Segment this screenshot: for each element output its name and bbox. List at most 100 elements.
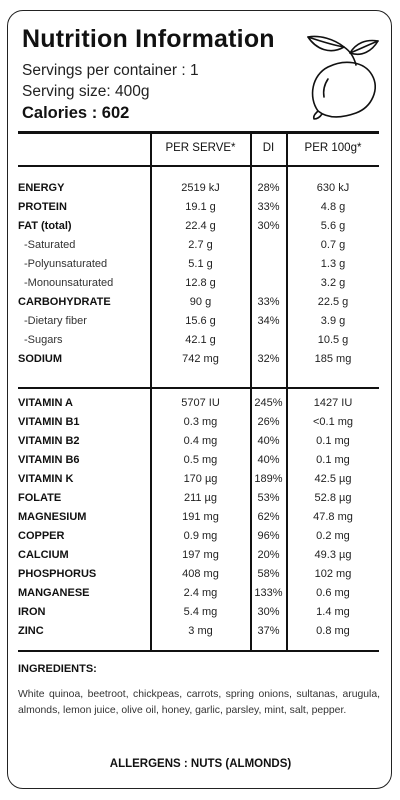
per-100g-value: 4.8 g: [320, 201, 346, 213]
table-row: VITAMIN B6 0.5 mg 40% 0.1 mg: [8, 451, 393, 469]
per-serve-value: 191 mg: [182, 511, 219, 523]
daily-intake-value: 40%: [257, 454, 280, 466]
nutrient-name: CARBOHYDRATE: [18, 296, 111, 308]
daily-intake-value: 33%: [257, 201, 280, 213]
nutrient-name: ZINC: [18, 625, 44, 637]
daily-intake-value: 28%: [257, 182, 280, 194]
per-100g-value: 0.6 mg: [316, 587, 350, 599]
table-row: VITAMIN A 5707 IU 245% 1427 IU: [8, 394, 393, 412]
per-serve-value: 2.4 mg: [183, 587, 218, 599]
per-100g-value: 0.2 mg: [316, 530, 350, 542]
daily-intake-value: 245%: [254, 397, 283, 409]
per-100g-value: 630 kJ: [316, 182, 350, 194]
nutrient-name: PROTEIN: [18, 201, 67, 213]
nutrient-name: -Monounsaturated: [24, 277, 114, 289]
table-row: -Dietary fiber 15.6 g 34% 3.9 g: [8, 312, 393, 330]
nutrient-name: MANGANESE: [18, 587, 90, 599]
per-100g-value: 49.3 µg: [314, 549, 352, 561]
nutrient-name: VITAMIN B1: [18, 416, 80, 428]
table-row: -Polyunsaturated 5.1 g 1.3 g: [8, 255, 393, 273]
table-row: IRON 5.4 mg 30% 1.4 mg: [8, 603, 393, 621]
daily-intake-value: 30%: [257, 606, 280, 618]
lemon-icon: [307, 35, 379, 120]
table-row: FAT (total) 22.4 g 30% 5.6 g: [8, 217, 393, 235]
nutrient-name: PHOSPHORUS: [18, 568, 97, 580]
nutrient-name: -Polyunsaturated: [24, 258, 108, 270]
table-row: PHOSPHORUS 408 mg 58% 102 mg: [8, 565, 393, 583]
daily-intake-value: 30%: [257, 220, 280, 232]
daily-intake-value: 53%: [257, 492, 280, 504]
daily-intake-value: 26%: [257, 416, 280, 428]
column-divider-3: [286, 134, 288, 650]
per-serve-value: 170 µg: [183, 473, 218, 485]
daily-intake-value: 34%: [257, 315, 280, 327]
per-100g-value: 42.5 µg: [314, 473, 352, 485]
per-100g-value: 22.5 g: [317, 296, 349, 308]
daily-intake-value: 96%: [257, 530, 280, 542]
per-100g-value: 1427 IU: [313, 397, 353, 409]
column-divider-1: [150, 134, 152, 650]
per-100g-value: 0.1 mg: [316, 435, 350, 447]
per-serve-value: 90 g: [189, 296, 212, 308]
per-serve-value: 5.4 mg: [183, 606, 218, 618]
nutrient-name: -Saturated: [24, 239, 76, 251]
per-serve-value: 5707 IU: [181, 397, 220, 409]
per-serve-value: 12.8 g: [185, 277, 216, 289]
daily-intake-value: 62%: [257, 511, 280, 523]
nutrient-name: MAGNESIUM: [18, 511, 87, 523]
per-100g-value: <0.1 mg: [312, 416, 354, 428]
per-serve-value: 19.1 g: [185, 201, 216, 213]
nutrient-name: SODIUM: [18, 353, 62, 365]
per-100g-value: 3.2 g: [320, 277, 346, 289]
per-serve-value: 42.1 g: [185, 334, 216, 346]
top-thick-rule: [18, 131, 379, 134]
per-serve-value: 211 µg: [183, 492, 218, 504]
per-serve-value: 2519 kJ: [181, 182, 220, 194]
nutrient-name: VITAMIN B6: [18, 454, 80, 466]
table-row: VITAMIN K 170 µg 189% 42.5 µg: [8, 470, 393, 488]
per-100g-value: 5.6 g: [320, 220, 346, 232]
per-serve-value: 197 mg: [182, 549, 219, 561]
nutrient-name: -Sugars: [24, 334, 63, 346]
table-row: FOLATE 211 µg 53% 52.8 µg: [8, 489, 393, 507]
table-row: SODIUM 742 mg 32% 185 mg: [8, 350, 393, 368]
column-divider-2: [250, 134, 252, 650]
table-row: ENERGY 2519 kJ 28% 630 kJ: [8, 179, 393, 197]
daily-intake-value: 32%: [257, 353, 280, 365]
daily-intake-value: 133%: [254, 587, 283, 599]
serving-size: Serving size: 400g: [22, 83, 150, 100]
nutrition-label-card: Nutrition Information Servings per conta…: [7, 10, 392, 789]
table-row: -Saturated 2.7 g 0.7 g: [8, 236, 393, 254]
daily-intake-value: 37%: [257, 625, 280, 637]
per-serve-value: 742 mg: [182, 353, 219, 365]
nutrient-name: IRON: [18, 606, 46, 618]
column-header-per-100g: PER 100g*: [304, 142, 362, 154]
per-serve-value: 22.4 g: [185, 220, 216, 232]
nutrient-name: FAT (total): [18, 220, 72, 232]
per-100g-value: 3.9 g: [320, 315, 346, 327]
table-row: COPPER 0.9 mg 96% 0.2 mg: [8, 527, 393, 545]
table-row: -Monounsaturated 12.8 g 3.2 g: [8, 274, 393, 292]
daily-intake-value: 189%: [254, 473, 283, 485]
per-serve-value: 0.3 mg: [183, 416, 218, 428]
per-100g-value: 0.8 mg: [316, 625, 350, 637]
nutrient-name: FOLATE: [18, 492, 62, 504]
table-row: VITAMIN B2 0.4 mg 40% 0.1 mg: [8, 432, 393, 450]
allergens-statement: ALLERGENS : NUTS (ALMONDS): [109, 758, 292, 770]
per-serve-value: 408 mg: [182, 568, 219, 580]
table-row: VITAMIN B1 0.3 mg 26% <0.1 mg: [8, 413, 393, 431]
daily-intake-value: 40%: [257, 435, 280, 447]
ingredients-text: White quinoa, beetroot, chickpeas, carro…: [18, 689, 380, 716]
per-100g-value: 10.5 g: [317, 334, 349, 346]
nutrient-name: VITAMIN K: [18, 473, 74, 485]
table-row: MAGNESIUM 191 mg 62% 47.8 mg: [8, 508, 393, 526]
per-100g-value: 52.8 µg: [314, 492, 352, 504]
per-serve-value: 0.9 mg: [183, 530, 218, 542]
per-serve-value: 0.5 mg: [183, 454, 218, 466]
per-serve-value: 2.7 g: [188, 239, 213, 251]
per-100g-value: 47.8 mg: [313, 511, 353, 523]
per-100g-value: 0.7 g: [320, 239, 346, 251]
per-100g-value: 185 mg: [314, 353, 352, 365]
table-row: PROTEIN 19.1 g 33% 4.8 g: [8, 198, 393, 216]
table-row: MANGANESE 2.4 mg 133% 0.6 mg: [8, 584, 393, 602]
